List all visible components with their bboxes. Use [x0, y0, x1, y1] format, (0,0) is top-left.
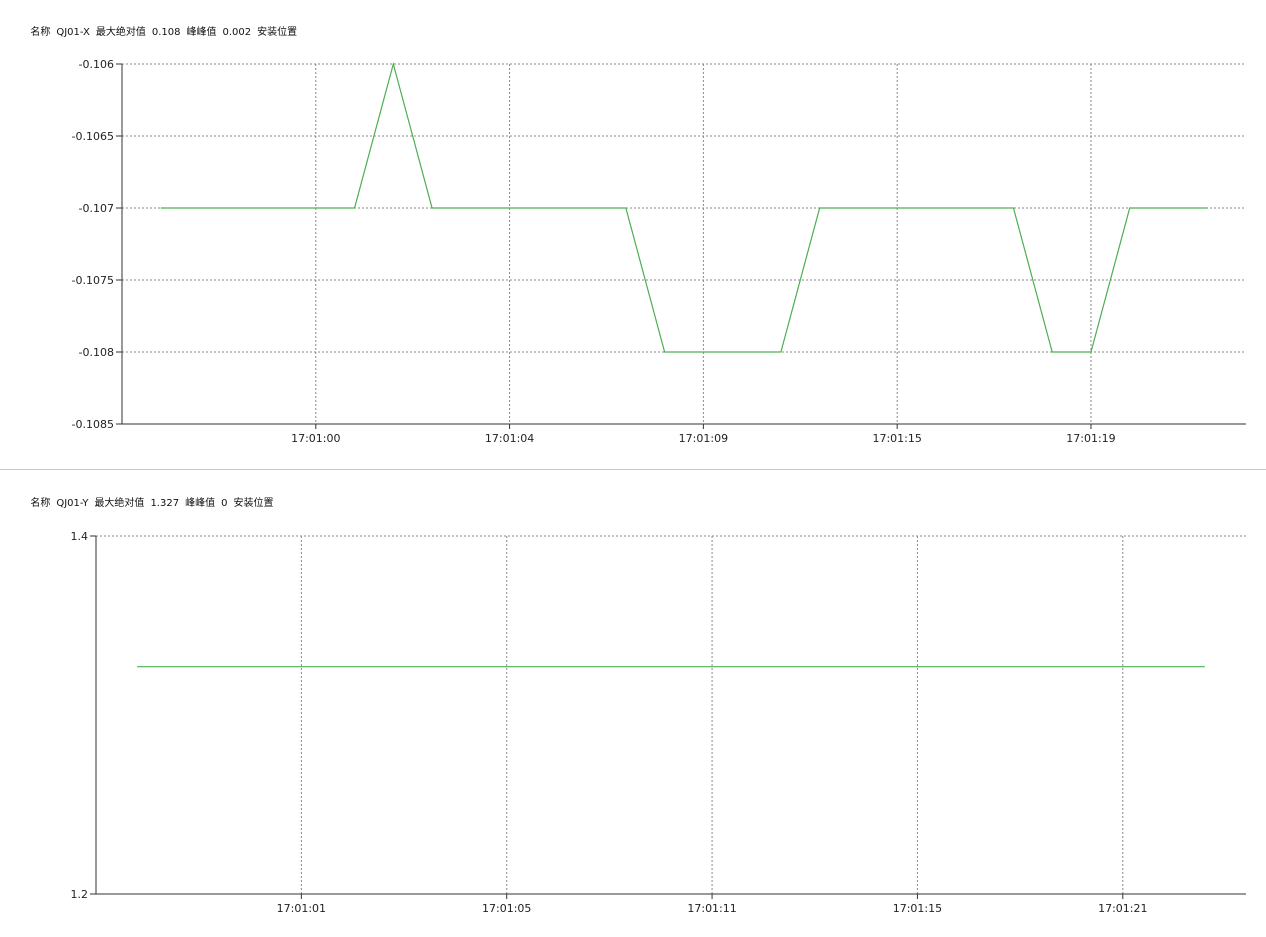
y-tick-label: -0.1075 — [72, 274, 114, 287]
location-label: 安装位置 — [257, 27, 298, 38]
name-label: 名称 — [30, 498, 51, 509]
p2p-value: 0 — [221, 498, 228, 509]
chart-1: -0.106 -0.1065 -0.107 -0.1075 -0.108 -0.1085 1… — [72, 58, 1246, 445]
sensor-name: QJ01-Y — [56, 498, 89, 509]
max-abs-value: 0.108 — [151, 27, 181, 38]
x-tick-label: 17:01:04 — [485, 432, 534, 445]
y-tick-label: -0.1085 — [72, 418, 114, 431]
x-tick-label: 17:01:19 — [1066, 432, 1115, 445]
y-tick-label: 1.2 — [71, 888, 89, 901]
location-label: 安装位置 — [233, 498, 274, 509]
max-abs-label: 最大绝对值 — [95, 27, 146, 38]
y-tick-label: -0.108 — [79, 346, 114, 359]
x-tick-label: 17:01:15 — [872, 432, 921, 445]
x-tick-label: 17:01:05 — [482, 902, 531, 915]
x-tick-label: 17:01:01 — [277, 902, 326, 915]
x-tick-label: 17:01:11 — [687, 902, 736, 915]
chart-2-header: 名称 QJ01-Y 最大绝对值 1.327 峰峰值 0 安装位置 — [24, 483, 279, 509]
x-tick-label: 17:01:21 — [1098, 902, 1147, 915]
chart-2: 1.4 1.2 17:01:01 17:01:05 17:01:11 17:01:15 17… — [71, 530, 1246, 915]
x-tick-label: 17:01:09 — [679, 432, 728, 445]
max-abs-value: 1.327 — [150, 498, 180, 509]
sensor-name: QJ01-X — [56, 27, 90, 38]
y-tick-label: -0.107 — [79, 202, 114, 215]
x-tick-label: 17:01:00 — [291, 432, 340, 445]
max-abs-label: 最大绝对值 — [94, 498, 145, 509]
y-tick-label: 1.4 — [71, 530, 89, 543]
series-line — [160, 61, 1208, 353]
name-label: 名称 — [30, 27, 51, 38]
p2p-label: 峰峰值 — [186, 27, 217, 38]
panel-separator — [0, 469, 1266, 470]
x-tick-label: 17:01:15 — [893, 902, 942, 915]
y-tick-label: -0.1065 — [72, 130, 114, 143]
p2p-label: 峰峰值 — [185, 498, 216, 509]
y-tick-label: -0.106 — [79, 58, 114, 71]
p2p-value: 0.002 — [222, 27, 252, 38]
chart-1-header: 名称 QJ01-X 最大绝对值 0.108 峰峰值 0.002 安装位置 — [24, 12, 303, 38]
